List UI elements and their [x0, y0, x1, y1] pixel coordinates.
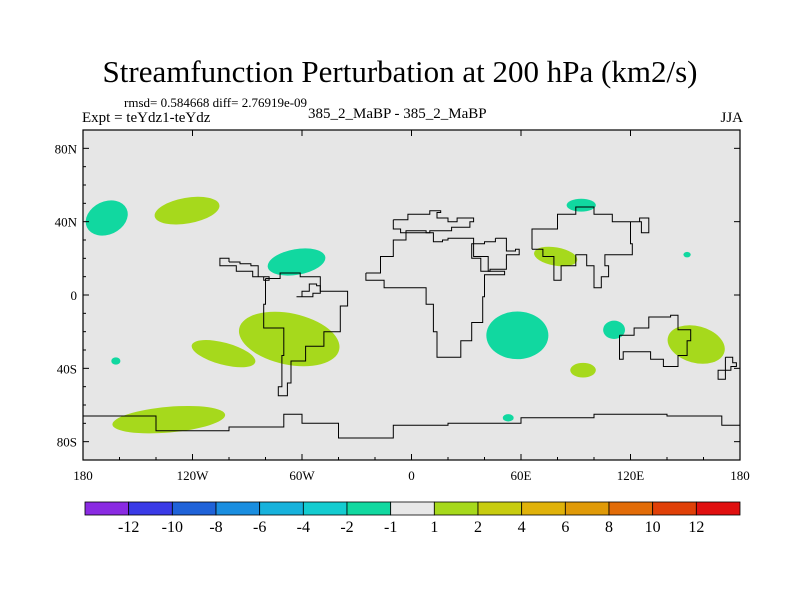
coastline-3: [263, 272, 349, 397]
season-label: JJA: [720, 110, 743, 126]
anomaly-contour-15: [502, 414, 514, 422]
colorbar-label: 4: [518, 519, 526, 536]
anomaly-contour-10: [534, 246, 578, 267]
coastline-4: [219, 257, 270, 281]
x-tick-label: 180: [73, 468, 93, 483]
x-tick-label: 120E: [617, 468, 645, 483]
colorbar-swatch-8: [390, 501, 435, 516]
colorbar-label: -6: [253, 519, 266, 536]
colorbar-label: -4: [297, 519, 310, 536]
coastline-5: [471, 237, 520, 272]
anomaly-contour-1: [85, 200, 128, 236]
colorbar-label: -2: [340, 519, 353, 536]
colorbar-swatch-7: [346, 501, 392, 516]
y-tick-label: 40S: [57, 361, 77, 376]
coastline-8: [83, 413, 740, 460]
colorbar-swatch-3: [171, 501, 217, 516]
colorbar-label: 10: [645, 519, 661, 536]
anomaly-contour-3: [267, 248, 326, 276]
y-tick-label: 80N: [55, 141, 78, 156]
anomaly-contour-5: [191, 340, 256, 368]
colorbar-swatch-5: [259, 501, 304, 516]
x-tick-label: 120W: [177, 468, 210, 483]
colorbar-label: 12: [688, 519, 704, 536]
case-label: 385_2_MaBP - 385_2_MaBP: [308, 106, 487, 122]
colorbar-swatch-14: [652, 501, 697, 516]
coastline-7: [619, 314, 692, 367]
colorbar-swatch-4: [215, 501, 261, 516]
colorbar-swatch-12: [564, 501, 610, 516]
colorbar-label: -10: [162, 519, 183, 536]
y-tick-label: 0: [71, 288, 78, 303]
colorbar-swatch-9: [433, 501, 479, 516]
coastline-10: [296, 283, 321, 298]
colorbar-swatch-15: [695, 501, 741, 516]
anomaly-contour-13: [667, 325, 725, 364]
coastline-9: [717, 356, 737, 380]
coastline-6: [531, 206, 650, 289]
y-tick-label: 80S: [57, 435, 77, 450]
anomaly-contour-2: [154, 196, 220, 225]
colorbar-label: 6: [561, 519, 569, 536]
colorbar-label: -1: [384, 519, 397, 536]
colorbar-label: 8: [605, 519, 613, 536]
colorbar-label: -12: [118, 519, 139, 536]
x-tick-label: 180: [730, 468, 750, 483]
colorbar-swatch-10: [477, 501, 523, 516]
experiment-label: Expt = teYdz1-teYdz: [82, 110, 211, 126]
coastline-2: [365, 230, 506, 358]
colorbar-swatch-2: [128, 501, 173, 516]
chart-title: Streamfunction Perturbation at 200 hPa (…: [102, 54, 698, 89]
y-tick-label: 40N: [55, 215, 78, 230]
x-tick-label: 0: [408, 468, 415, 483]
colorbar-swatch-11: [521, 501, 566, 516]
colorbar-swatch-1: [84, 501, 130, 516]
colorbar-swatch-13: [608, 501, 654, 516]
anomaly-contour-12: [570, 362, 596, 378]
anomaly-contour-6: [111, 357, 121, 365]
anomaly-contour-14: [683, 251, 691, 258]
rmsd-diff-stats: rmsd= 0.584668 diff= 2.76919e-09: [124, 95, 308, 110]
anomaly-contour-9: [566, 198, 596, 212]
x-tick-label: 60W: [289, 468, 315, 483]
plot-background: [83, 130, 740, 460]
colorbar-label: 2: [474, 519, 482, 536]
anomaly-contour-7: [112, 405, 226, 434]
colorbar-label: -8: [209, 519, 222, 536]
anomaly-contour-11: [603, 320, 626, 340]
anomaly-contour-8: [486, 311, 549, 360]
x-tick-label: 60E: [511, 468, 532, 483]
colorbar-label: 1: [430, 519, 438, 536]
colorbar-swatch-6: [302, 501, 348, 516]
